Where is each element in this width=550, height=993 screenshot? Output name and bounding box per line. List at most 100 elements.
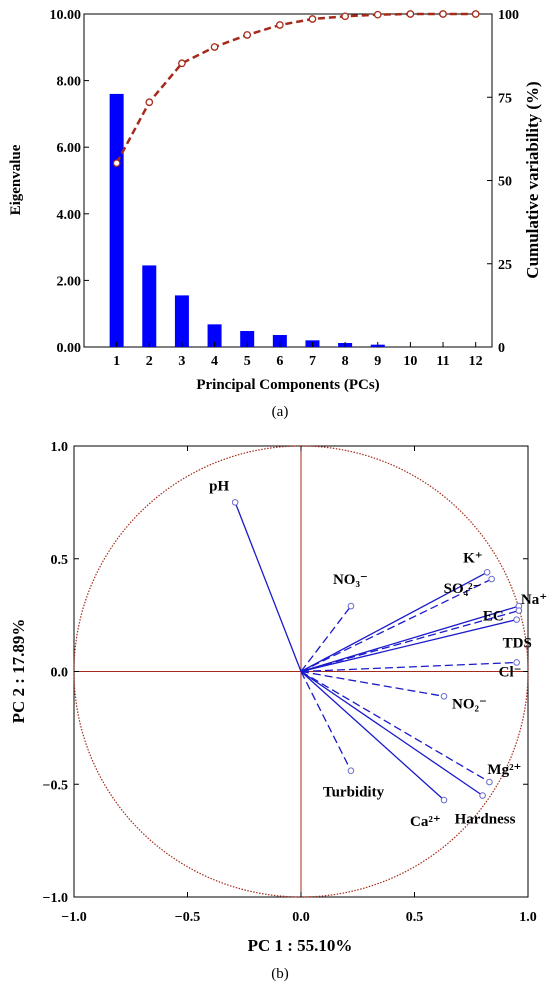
variable-label: Na⁺ <box>521 592 547 608</box>
y-axis-title: PC 2 : 17.89% <box>9 619 28 724</box>
loading-point <box>231 499 239 506</box>
eigenvalue-axis: 0.00 2.00 4.00 6.00 8.00 10.00 <box>50 8 89 356</box>
x-tick-label: 9 <box>374 354 381 369</box>
y-tick-label: 0.5 <box>51 553 69 568</box>
y-tick-label: 4.00 <box>57 208 82 223</box>
eigenvalue-bar <box>142 265 157 347</box>
y-tick-label: 6.00 <box>57 141 82 156</box>
y2-tick-label: 0 <box>498 341 505 356</box>
variable-label: TDS <box>503 636 532 652</box>
x-tick-label: 4 <box>211 354 218 369</box>
loading-vector <box>300 619 517 673</box>
cumulative-point <box>243 31 252 39</box>
cumulative-point <box>439 10 447 18</box>
loading-point <box>347 602 355 610</box>
variable-label: Hardness <box>455 812 516 828</box>
y-tick-label: 2.00 <box>57 274 82 289</box>
cumulative-point <box>210 43 219 51</box>
cumulative-point <box>275 21 284 29</box>
variable-vectors: pH NO₃⁻ K⁺ SO₄²⁻ Na⁺ EC TDS Cl⁻ NO₂⁻ Turbidity Ca²… <box>209 478 547 830</box>
y-tick-label: 1.0 <box>51 440 69 455</box>
correlation-circle-plot: pH NO₃⁻ K⁺ SO₄²⁻ Na⁺ EC TDS Cl⁻ NO₂⁻ Turbidity Ca²… <box>9 440 547 982</box>
eigenvalue-bars <box>109 93 385 347</box>
loading-point <box>440 693 448 700</box>
cumulative-point <box>341 12 349 21</box>
loading-point <box>479 792 486 799</box>
y-tick-label: 0.00 <box>57 341 82 356</box>
pc1-axis: −1.0 −0.5 0.0 0.5 1.0 <box>61 446 537 925</box>
cumulative-point <box>308 15 317 23</box>
x-tick-label: −0.5 <box>175 910 200 925</box>
cumulative-point <box>145 98 154 107</box>
loading-vector <box>234 502 302 672</box>
x-tick-label: 0.5 <box>406 910 424 925</box>
loading-vector <box>300 609 520 673</box>
loading-vector <box>300 670 445 697</box>
x-tick-label: −1.0 <box>61 910 86 925</box>
variable-label: EC <box>483 609 504 625</box>
x-axis-title: PC 1 : 55.10% <box>248 936 353 955</box>
loading-vector <box>300 605 352 672</box>
x-tick-label: 3 <box>178 354 185 369</box>
variable-label: SO₄²⁻ <box>444 581 481 597</box>
cumulative-point <box>178 59 186 68</box>
x-tick-label: 2 <box>146 354 153 369</box>
variable-label: Turbidity <box>323 785 385 801</box>
panel-a-caption: (a) <box>272 404 289 420</box>
variable-label: pH <box>209 478 229 494</box>
x-tick-label: 10 <box>403 354 417 369</box>
loading-point <box>515 607 523 614</box>
cumulative-curve <box>115 12 476 164</box>
y2-tick-label: 25 <box>498 258 512 273</box>
pc-axis: 1 2 3 4 5 6 7 8 9 10 11 12 <box>113 342 483 369</box>
x-tick-label: 1.0 <box>519 910 537 925</box>
cumulative-point <box>471 10 480 18</box>
variable-label: Ca²⁺ <box>410 814 441 830</box>
y2-tick-label: 75 <box>498 91 512 106</box>
y2-axis-title: Cumulative variability (%) <box>523 81 542 278</box>
loading-vector <box>300 670 483 797</box>
loading-point <box>483 568 491 576</box>
y2-tick-label: 100 <box>498 8 519 23</box>
cumulative-point <box>112 159 121 168</box>
x-tick-label: 5 <box>244 354 251 369</box>
loading-vector <box>300 671 352 772</box>
loading-vector <box>300 670 490 783</box>
x-tick-label: 1 <box>113 354 120 369</box>
y-tick-label: −1.0 <box>43 891 68 906</box>
panel-b-caption: (b) <box>271 966 289 982</box>
loading-vector <box>300 571 488 673</box>
eigenvalue-bar <box>109 93 124 347</box>
loading-point <box>440 796 448 804</box>
y-tick-label: 8.00 <box>57 75 82 90</box>
y-tick-label: 0.0 <box>51 666 69 681</box>
x-tick-label: 6 <box>276 354 283 369</box>
loading-point <box>488 575 495 583</box>
eigenvalue-bar <box>174 295 189 347</box>
eigenvalue-bar <box>272 335 287 347</box>
x-tick-label: 0.0 <box>292 910 310 925</box>
cumulative-line <box>112 10 480 168</box>
eigenvalue-bar <box>207 324 222 347</box>
y-axis-title: Eigenvalue <box>8 144 24 215</box>
loading-point <box>513 616 520 623</box>
x-tick-label: 11 <box>436 354 449 369</box>
loading-point <box>486 778 493 786</box>
cumulative-axis: 0 25 50 75 100 <box>487 8 519 356</box>
y2-tick-label: 50 <box>498 175 512 190</box>
pc2-axis: −1.0 −0.5 0.0 0.5 1.0 <box>43 440 528 906</box>
variable-label: Cl⁻ <box>499 664 522 680</box>
loading-vector <box>300 605 520 673</box>
eigenvalue-bar <box>240 331 255 347</box>
x-tick-label: 7 <box>309 354 316 369</box>
x-axis-title: Principal Components (PCs) <box>196 377 379 393</box>
variable-label: NO₂⁻ <box>452 696 487 712</box>
variable-label: K⁺ <box>463 550 483 566</box>
x-tick-label: 8 <box>342 354 349 369</box>
loading-point <box>513 659 520 666</box>
cumulative-point <box>406 10 415 18</box>
loading-vector <box>300 671 445 801</box>
y-tick-label: 10.00 <box>50 8 82 23</box>
x-tick-label: 12 <box>469 354 483 369</box>
